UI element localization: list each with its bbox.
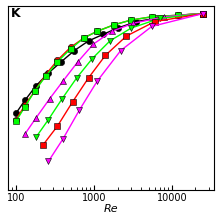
X-axis label: Re: Re xyxy=(104,204,119,214)
Text: K: K xyxy=(11,7,20,20)
